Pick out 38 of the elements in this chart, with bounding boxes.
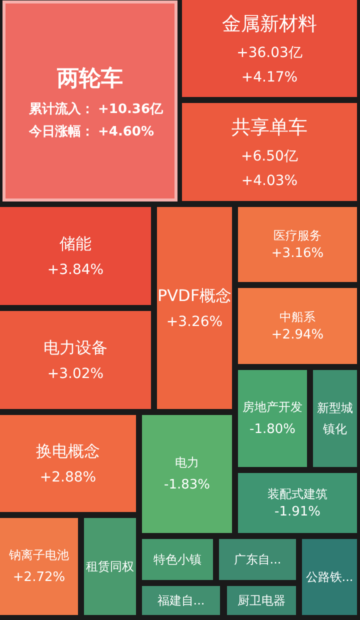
data-label: +4.60% — [98, 124, 154, 140]
category-label: 厨卫电器 — [238, 594, 286, 608]
data-label: +3.84% — [47, 262, 104, 278]
category-label: 电力设备 — [44, 338, 108, 357]
category-label: 钠离子电池 — [8, 548, 69, 562]
category-label: 装配式建筑 — [268, 486, 328, 501]
data-label: -1.83% — [164, 478, 210, 492]
data-label: +2.72% — [12, 570, 66, 585]
text: 累计流入： — [28, 100, 94, 117]
category-label: 储能 — [60, 234, 92, 253]
data-label: -1.91% — [274, 504, 320, 520]
category-label: 房地产开发 — [242, 400, 302, 414]
category-label: 特色小镇 — [154, 552, 202, 566]
category-label: 广东自... — [234, 552, 282, 566]
category-label: 两轮车 — [56, 65, 123, 92]
data-label: +3.02% — [47, 366, 104, 382]
category-label: PVDF概念 — [157, 286, 232, 305]
data-label: +2.94% — [271, 327, 324, 342]
data-label: +6.50亿 — [241, 148, 298, 164]
data-label: -1.80% — [250, 422, 296, 437]
category-label: 电力 — [175, 456, 199, 470]
data-label: +36.03亿 — [236, 44, 302, 61]
data-label: +4.03% — [241, 172, 298, 189]
data-label: +2.88% — [40, 470, 96, 486]
data-label: +4.17% — [241, 69, 298, 86]
text: 今日涨幅： — [28, 124, 94, 140]
category-label: 公路铁... — [306, 570, 354, 584]
data-label: +3.26% — [166, 314, 223, 330]
category-label: 换电概念 — [36, 441, 100, 460]
category-label: 金属新材料 — [222, 13, 317, 35]
data-label: +3.16% — [271, 246, 324, 261]
category-label: 租赁同权 — [86, 560, 134, 574]
category-label: 福建自... — [157, 594, 205, 608]
category-label: 共享单车 — [232, 116, 308, 138]
category-label: 医疗服务 — [274, 228, 322, 242]
data-label: +10.36亿 — [98, 102, 164, 117]
category-label: 新型城镇化 — [317, 401, 353, 436]
category-label: 中船系 — [280, 310, 316, 324]
